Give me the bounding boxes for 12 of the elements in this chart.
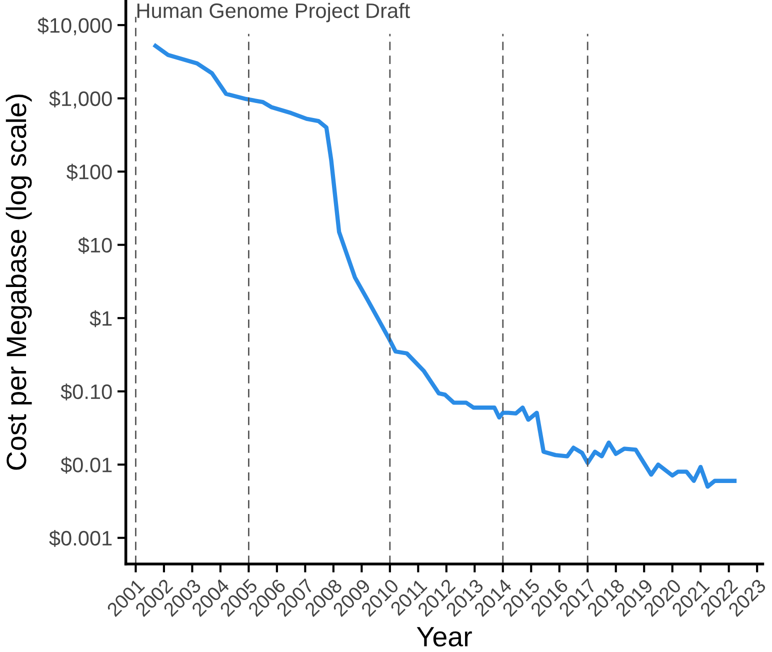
y-axis-title: Cost per Megabase (log scale)	[6, 94, 32, 470]
y-tick-label: $10	[78, 236, 112, 254]
y-tick-label: $0.001	[49, 530, 112, 547]
ref-line-label: Human Genome Project Draft	[137, 2, 410, 22]
line-series	[153, 44, 737, 489]
y-tick-label: $0.10	[60, 383, 112, 400]
y-tick-label: $0.01	[60, 456, 112, 474]
y-tick-label: $10,000	[38, 17, 112, 36]
y-tick-label: $1	[90, 310, 112, 328]
y-tick-label: $1,000	[49, 90, 112, 109]
y-tick-label: $100	[66, 164, 112, 181]
x-axis-title: Year	[416, 627, 472, 647]
